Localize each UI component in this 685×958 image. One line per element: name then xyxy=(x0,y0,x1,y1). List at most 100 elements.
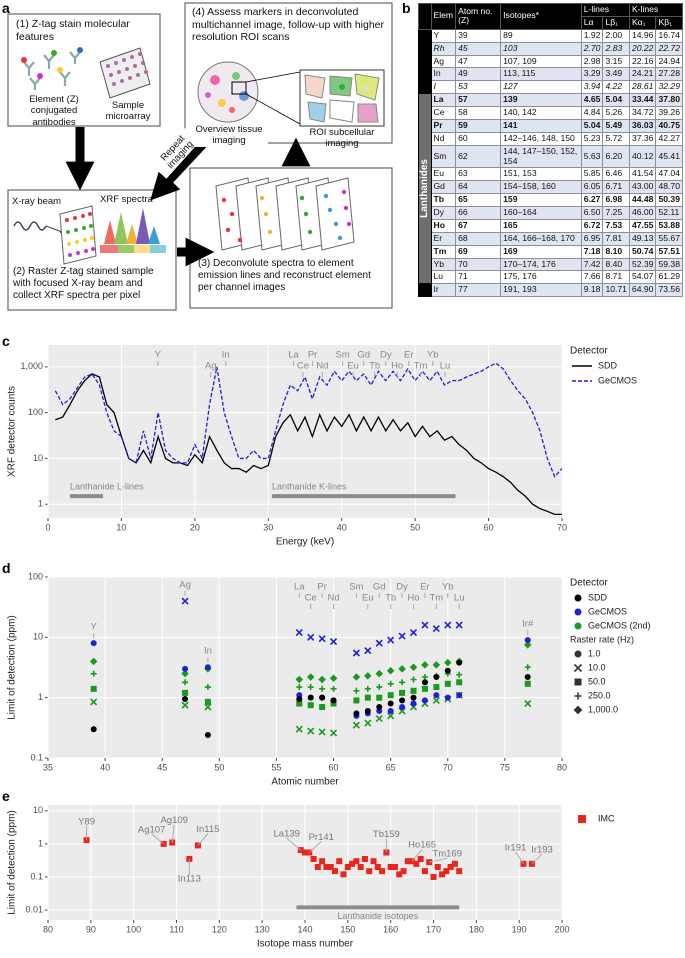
data-point xyxy=(330,697,337,704)
plot-background xyxy=(48,577,562,758)
table-cell: Dy xyxy=(430,206,457,220)
data-point xyxy=(375,639,383,647)
legend-label: 1,000.0 xyxy=(588,704,618,714)
x-tick-label: 150 xyxy=(340,924,355,934)
table-cell: 47.04 xyxy=(655,167,683,182)
data-point xyxy=(295,675,304,684)
table-cell: 2.83 xyxy=(602,41,630,56)
table-cell: 4.84 xyxy=(580,106,604,120)
header-cell: Isotopes* xyxy=(500,3,582,30)
data-point xyxy=(451,860,458,867)
element-label: Ho xyxy=(391,361,403,372)
table-cell: 151, 153 xyxy=(500,167,582,182)
data-point xyxy=(364,694,371,701)
label-leader xyxy=(308,841,322,853)
data-point xyxy=(182,696,189,703)
table-cell: Sm xyxy=(430,144,457,169)
data-point xyxy=(204,664,211,671)
table-cell: 5.23 xyxy=(580,131,604,146)
data-point xyxy=(410,687,417,694)
data-point xyxy=(400,868,407,875)
data-point xyxy=(295,628,303,637)
table-cell: 59 xyxy=(455,118,502,133)
x-tick-label: 110 xyxy=(169,924,183,934)
data-point xyxy=(524,699,532,708)
data-point xyxy=(410,694,417,701)
data-point xyxy=(306,673,315,681)
x-tick-label: 200 xyxy=(554,924,569,934)
table-cell: 141 xyxy=(500,118,582,133)
element-label: Sm xyxy=(335,350,349,361)
table-cell: 61.29 xyxy=(655,270,683,285)
data-point xyxy=(387,708,394,715)
x-tick-label: 55 xyxy=(271,762,281,772)
data-point xyxy=(366,868,373,875)
data-point xyxy=(181,597,189,605)
table-row: Tm 69 169 7.18 8.10 50.74 57.51 xyxy=(419,244,683,259)
data-point xyxy=(90,640,97,647)
data-point xyxy=(387,712,395,720)
table-cell: 1.92 xyxy=(580,28,604,43)
group-cell xyxy=(418,283,432,298)
data-point xyxy=(364,719,372,727)
data-point xyxy=(329,674,338,682)
x-axis-title: Isotope mass number xyxy=(257,939,354,950)
data-point xyxy=(307,727,315,735)
microarray-icon xyxy=(99,47,151,99)
table-cell: 54.07 xyxy=(628,270,657,285)
data-point xyxy=(329,638,338,646)
overview-caption: Overview tissue imaging xyxy=(190,124,268,147)
table-cell: 5.63 xyxy=(580,144,604,169)
point-label: Ir193 xyxy=(531,844,553,855)
table-cell: Yb xyxy=(430,257,457,272)
group-cell: Lanthanides xyxy=(418,93,432,285)
panel-label: e xyxy=(2,788,10,804)
data-point xyxy=(444,694,451,701)
y-axis-title: XRF detector counts xyxy=(7,386,18,477)
data-point xyxy=(307,702,314,709)
zoom-lines xyxy=(245,71,301,125)
table-cell: 6.95 xyxy=(580,231,604,246)
x-tick-label: 75 xyxy=(500,762,510,772)
table-row: Ir 77 191, 193 9.18 10.71 64.90 73.56 xyxy=(418,283,683,298)
data-point xyxy=(160,840,167,847)
element-label: Ho xyxy=(407,593,419,604)
data-point xyxy=(364,672,372,680)
element-label: Tm xyxy=(414,361,428,372)
table-row: Yb 70 170–174, 176 7.42 8.40 52.39 59.38 xyxy=(419,257,683,272)
spectra-icon xyxy=(100,208,166,253)
data-point xyxy=(376,694,383,701)
data-point xyxy=(421,621,429,629)
data-point xyxy=(295,725,303,733)
data-point xyxy=(524,680,531,687)
point-label: In115 xyxy=(196,824,219,835)
table-cell: 169 xyxy=(500,244,582,259)
spectra-caption: XRF spectra xyxy=(100,194,153,205)
legend-title: Detector xyxy=(570,578,608,589)
data-point xyxy=(319,858,326,865)
x-tick-label: 140 xyxy=(297,924,312,934)
table-cell: 16.74 xyxy=(655,28,683,43)
element-label: In xyxy=(222,350,230,361)
point-label: In113 xyxy=(178,873,201,884)
data-point xyxy=(456,692,463,699)
data-point xyxy=(396,871,403,878)
data-point xyxy=(310,855,317,862)
data-point xyxy=(375,669,383,678)
table-cell: 41.54 xyxy=(628,167,657,182)
y-tick-label: 1,000 xyxy=(20,361,43,371)
x-tick-label: 10 xyxy=(116,522,126,532)
x-tick-label: 30 xyxy=(263,522,273,532)
point-label: Ir191 xyxy=(505,842,527,853)
x-tick-label: 160 xyxy=(383,924,398,934)
table-cell: 6.98 xyxy=(602,193,630,207)
table-cell: 5.04 xyxy=(580,118,604,133)
table-cell: Tb xyxy=(430,193,457,207)
data-point xyxy=(331,868,338,875)
table-cell: Ho xyxy=(430,218,457,233)
element-label: Ir# xyxy=(522,619,534,630)
data-point xyxy=(375,715,383,723)
data-point xyxy=(204,703,212,711)
header-row: Lα Lβ₁ Kα₁ Kβ₁ xyxy=(419,15,683,30)
header-cell: Elem xyxy=(430,3,457,30)
